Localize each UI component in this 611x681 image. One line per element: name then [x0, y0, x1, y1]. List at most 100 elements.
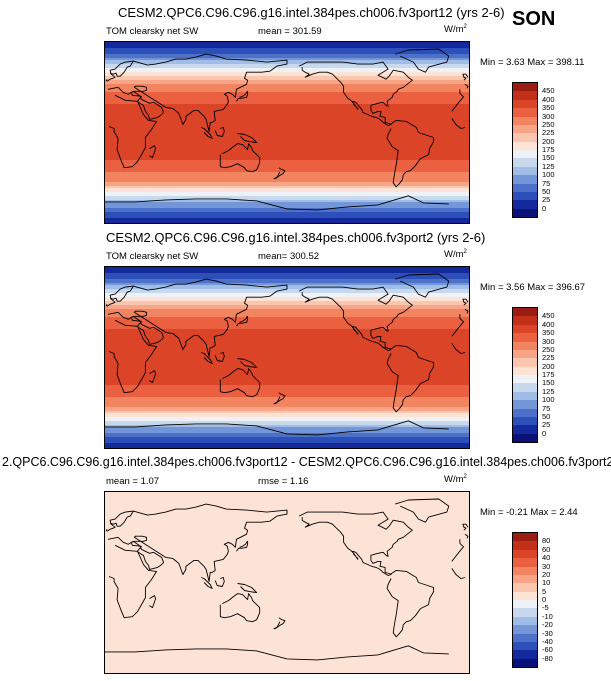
band--14 [105, 371, 469, 374]
coastline-4-0 [219, 143, 261, 173]
band--2 [105, 359, 469, 362]
band--78 [105, 435, 469, 438]
band--24 [105, 381, 469, 384]
colorbar-box [513, 608, 537, 618]
colorbar-label: 30 [542, 561, 551, 571]
panel-3-map-svg [105, 492, 469, 673]
colorbar-box [513, 433, 537, 443]
colorbar-label: 200 [542, 361, 555, 371]
band--78 [105, 210, 469, 213]
coastline-5-0 [273, 167, 286, 180]
band--40 [105, 172, 469, 175]
band--68 [105, 425, 469, 428]
coastline-0-0 [451, 321, 465, 337]
band--42 [105, 174, 469, 177]
band--16 [105, 373, 469, 376]
coastline-0-2 [451, 343, 466, 354]
band--72 [105, 204, 469, 207]
band-67 [105, 289, 469, 292]
band-63 [105, 68, 469, 71]
colorbar-box [513, 600, 537, 609]
band--44 [105, 176, 469, 179]
band-65 [105, 66, 469, 69]
colorbar-label: 400 [542, 94, 555, 104]
band-79 [105, 52, 469, 55]
coastline-9-0 [237, 133, 258, 144]
panel-1-units: W/m2 [444, 24, 467, 36]
band-31 [105, 100, 469, 103]
band--90 [105, 447, 469, 448]
band--26 [105, 158, 469, 161]
panel-3-mean-label: mean = 1.07 [106, 476, 160, 487]
coastline-2-2 [462, 523, 469, 531]
band-65 [105, 291, 469, 294]
coastline-1-1 [106, 278, 288, 357]
panel-1-mean-label: mean = 301.59 [258, 26, 322, 37]
colorbar-box [513, 324, 537, 334]
coastline-0-1 [108, 94, 158, 169]
coastline-0-2 [451, 118, 466, 129]
colorbar-label: 50 [542, 411, 551, 421]
band--60 [105, 192, 469, 195]
band-61 [105, 295, 469, 298]
coastline-6-0 [236, 540, 249, 552]
colorbar-label: 450 [542, 86, 555, 96]
colorbar-box [513, 349, 537, 359]
band-19 [105, 337, 469, 340]
band--10 [105, 142, 469, 145]
colorbar-box [513, 116, 537, 126]
panel-2-minmax: Min = 3.56 Max = 396.67 [480, 282, 586, 293]
band--72 [105, 429, 469, 432]
coastline-10-0 [149, 595, 157, 609]
band-83 [105, 273, 469, 276]
panel-2-map-svg [105, 267, 469, 448]
colorbar-box [513, 341, 537, 351]
band-81 [105, 50, 469, 53]
band-45 [105, 311, 469, 314]
band--44 [105, 401, 469, 404]
band-47 [105, 309, 469, 312]
colorbar-label: -5 [542, 603, 549, 613]
colorbar-box [513, 158, 537, 168]
colorbar-label: 300 [542, 336, 555, 346]
band-5 [105, 126, 469, 129]
colorbar-box [513, 658, 537, 668]
band-79 [105, 277, 469, 280]
band-17 [105, 114, 469, 117]
band--66 [105, 198, 469, 201]
band--42 [105, 399, 469, 402]
band-1 [105, 130, 469, 133]
colorbar-label: 0 [542, 595, 547, 604]
band--56 [105, 188, 469, 191]
panel-1-variable-label: TOM clearsky net SW [106, 26, 199, 37]
colorbar-box [513, 633, 537, 643]
colorbar-label: 125 [542, 386, 555, 396]
colorbar-box [513, 383, 537, 393]
band-17 [105, 339, 469, 342]
panel-2-bands [105, 267, 469, 448]
colorbar-box [513, 574, 537, 584]
coastline-1-1 [106, 53, 288, 132]
band-5 [105, 351, 469, 354]
coastline-14-0 [105, 645, 449, 661]
band--90 [105, 222, 469, 223]
band-43 [105, 88, 469, 91]
colorbar-box [513, 366, 537, 376]
band-13 [105, 118, 469, 121]
band-1 [105, 355, 469, 358]
band-85 [105, 271, 469, 274]
band--8 [105, 140, 469, 143]
panel-2-colorbar: 450 400 350 300 250 225 200 175 150 125 100 75 50 25 0 [512, 307, 555, 443]
band--82 [105, 439, 469, 442]
band-21 [105, 335, 469, 338]
colorbar-label: 80 [542, 536, 551, 546]
colorbar-label: 200 [542, 136, 555, 146]
band--74 [105, 206, 469, 209]
band--52 [105, 184, 469, 187]
coastline-10-0 [149, 370, 157, 384]
colorbar-box [513, 99, 537, 109]
band-39 [105, 92, 469, 95]
band-41 [105, 90, 469, 93]
band--64 [105, 421, 469, 424]
colorbar-box [513, 166, 537, 176]
